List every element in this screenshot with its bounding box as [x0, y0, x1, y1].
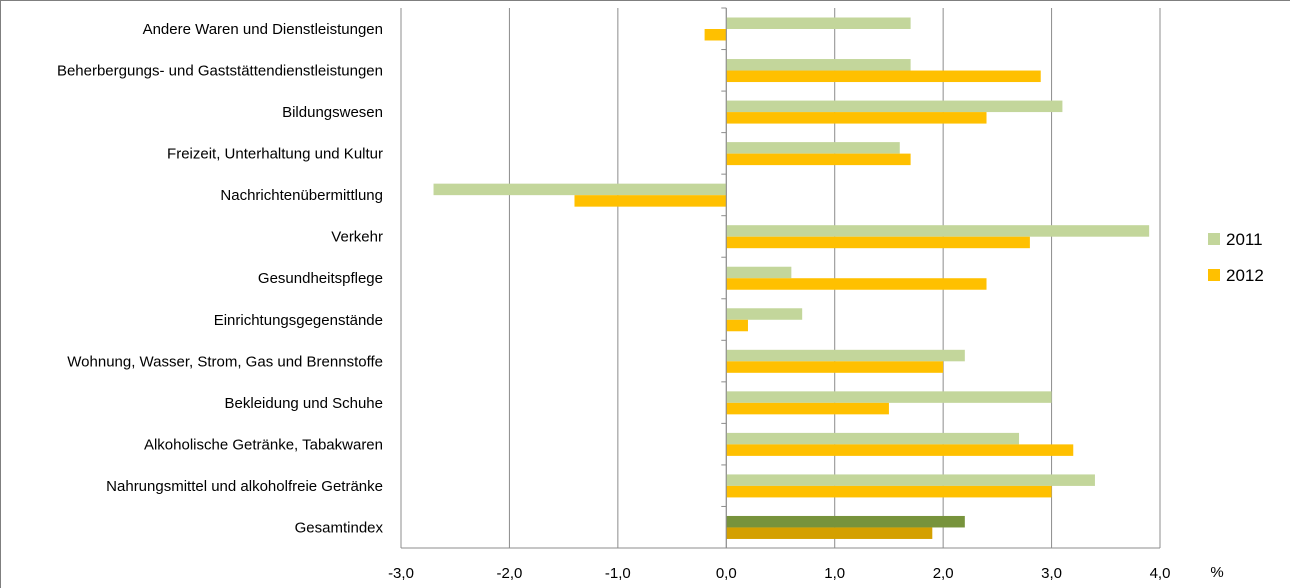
- category-label: Beherbergungs- und Gaststättendienstleis…: [57, 63, 383, 80]
- bar-2012-5: [726, 236, 1030, 249]
- bar-2012-2: [726, 112, 987, 124]
- category-labels: Andere Waren und Dienstleistungen Beherbe…: [57, 21, 384, 536]
- x-tick-label: 3,0: [1041, 565, 1062, 582]
- category-label: Verkehr: [331, 229, 383, 246]
- x-unit-label: %: [1210, 564, 1223, 581]
- legend-swatch-2012: [1208, 269, 1220, 281]
- bar-2011-10: [726, 432, 1020, 445]
- bar-2011-12: [726, 515, 965, 528]
- bar-2012-10: [726, 444, 1074, 456]
- x-tick-label: -3,0: [388, 565, 414, 582]
- category-label: Wohnung, Wasser, Strom, Gas und Brennsto…: [67, 353, 383, 370]
- category-label: Einrichtungsgegenstände: [214, 312, 383, 329]
- bar-2012-6: [726, 278, 987, 290]
- tick-labels: -3,0 -2,0 -1,0 0,0 1,0 2,0 3,0 4,0: [388, 565, 1170, 582]
- bar-2012-3: [726, 153, 911, 166]
- legend: 2011 2012: [1208, 230, 1264, 285]
- category-label: Andere Waren und Dienstleistungen: [143, 21, 383, 38]
- bar-2012-12: [726, 527, 933, 539]
- bar-2012-11: [726, 485, 1052, 498]
- bar-2011-8: [726, 349, 965, 362]
- category-label: Bekleidung und Schuhe: [225, 395, 383, 412]
- bar-2012-9: [726, 402, 889, 415]
- category-label: Gesundheitspflege: [258, 270, 383, 287]
- bar-2011-7: [726, 308, 803, 320]
- x-tick-label: 1,0: [824, 565, 845, 582]
- bar-2011-6: [726, 266, 792, 279]
- bar-2012-4: [574, 195, 727, 207]
- category-label: Nachrichtenübermittlung: [220, 187, 383, 204]
- x-tick-label: 4,0: [1150, 565, 1171, 582]
- legend-label-2012: 2012: [1226, 266, 1264, 285]
- x-tick-label: 0,0: [716, 565, 737, 582]
- bar-2011-3: [726, 142, 900, 154]
- bar-2011-9: [726, 391, 1052, 403]
- value-axis: [401, 7, 1160, 549]
- legend-swatch-2011: [1208, 233, 1220, 245]
- category-label: Freizeit, Unterhaltung und Kultur: [167, 146, 383, 163]
- bar-2011-5: [726, 225, 1150, 237]
- bar-2011-1: [726, 59, 911, 71]
- bar-2011-4: [433, 183, 727, 196]
- bar-2011-11: [726, 474, 1095, 486]
- bar-2012-1: [726, 70, 1041, 83]
- category-label: Alkoholische Getränke, Tabakwaren: [144, 436, 383, 453]
- category-label: Gesamtindex: [295, 519, 384, 536]
- category-label: Bildungswesen: [282, 104, 383, 121]
- bar-2012-0: [704, 29, 727, 41]
- legend-label-2011: 2011: [1226, 230, 1263, 249]
- category-label: Nahrungsmittel und alkoholfreie Getränke: [106, 478, 383, 495]
- bar-2011-0: [726, 17, 911, 29]
- x-tick-label: -2,0: [496, 565, 522, 582]
- bars: [433, 17, 1150, 539]
- x-tick-label: -1,0: [605, 565, 631, 582]
- bar-2011-2: [726, 100, 1063, 113]
- bar-2012-8: [726, 361, 944, 373]
- bar-2012-7: [726, 319, 748, 332]
- x-tick-label: 2,0: [933, 565, 954, 582]
